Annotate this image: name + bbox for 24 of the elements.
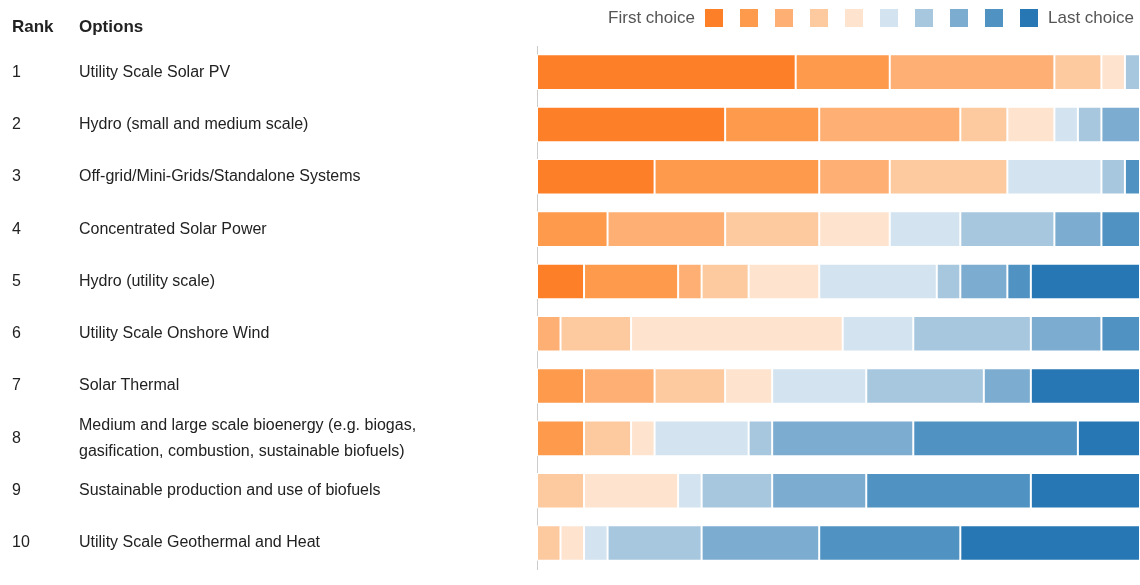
y-tick-label: Concentrated Solar Power <box>79 219 268 237</box>
y-tick-label: Utility Scale Solar PV <box>79 62 231 80</box>
y-axis-title: Options <box>79 16 144 36</box>
y-tick-label: Sustainable production and use of biofuels <box>79 481 381 499</box>
text: 3 <box>12 167 21 185</box>
y-tick-label: Off-grid/Mini-Grids/Standalone Systems <box>79 167 361 185</box>
text: Rank <box>12 16 55 36</box>
text: 9 <box>12 481 21 499</box>
series-label: First choice <box>608 8 695 28</box>
y-tick-label: Hydro (utility scale) <box>79 271 216 289</box>
text: 7 <box>12 376 21 394</box>
text: 5 <box>12 271 21 289</box>
y-tick-label: Medium and large scale bioenergy (e.g. biogas, gasification, combustion, sustainable biofuels) <box>79 416 417 459</box>
y-tick-label: Hydro (small and medium scale) <box>79 114 309 132</box>
y-tick-label: Utility Scale Onshore Wind <box>79 324 270 342</box>
text: 10 <box>12 533 30 551</box>
text: 2 <box>12 114 21 132</box>
text: 1 <box>12 62 21 80</box>
y-tick-label: Solar Thermal <box>79 376 180 394</box>
y-tick-label: Utility Scale Geothermal and Heat <box>79 533 321 551</box>
legend-label: Last choice <box>1048 8 1134 28</box>
text: 4 <box>12 219 21 237</box>
text: 6 <box>12 324 21 342</box>
text: 8 <box>12 428 21 446</box>
